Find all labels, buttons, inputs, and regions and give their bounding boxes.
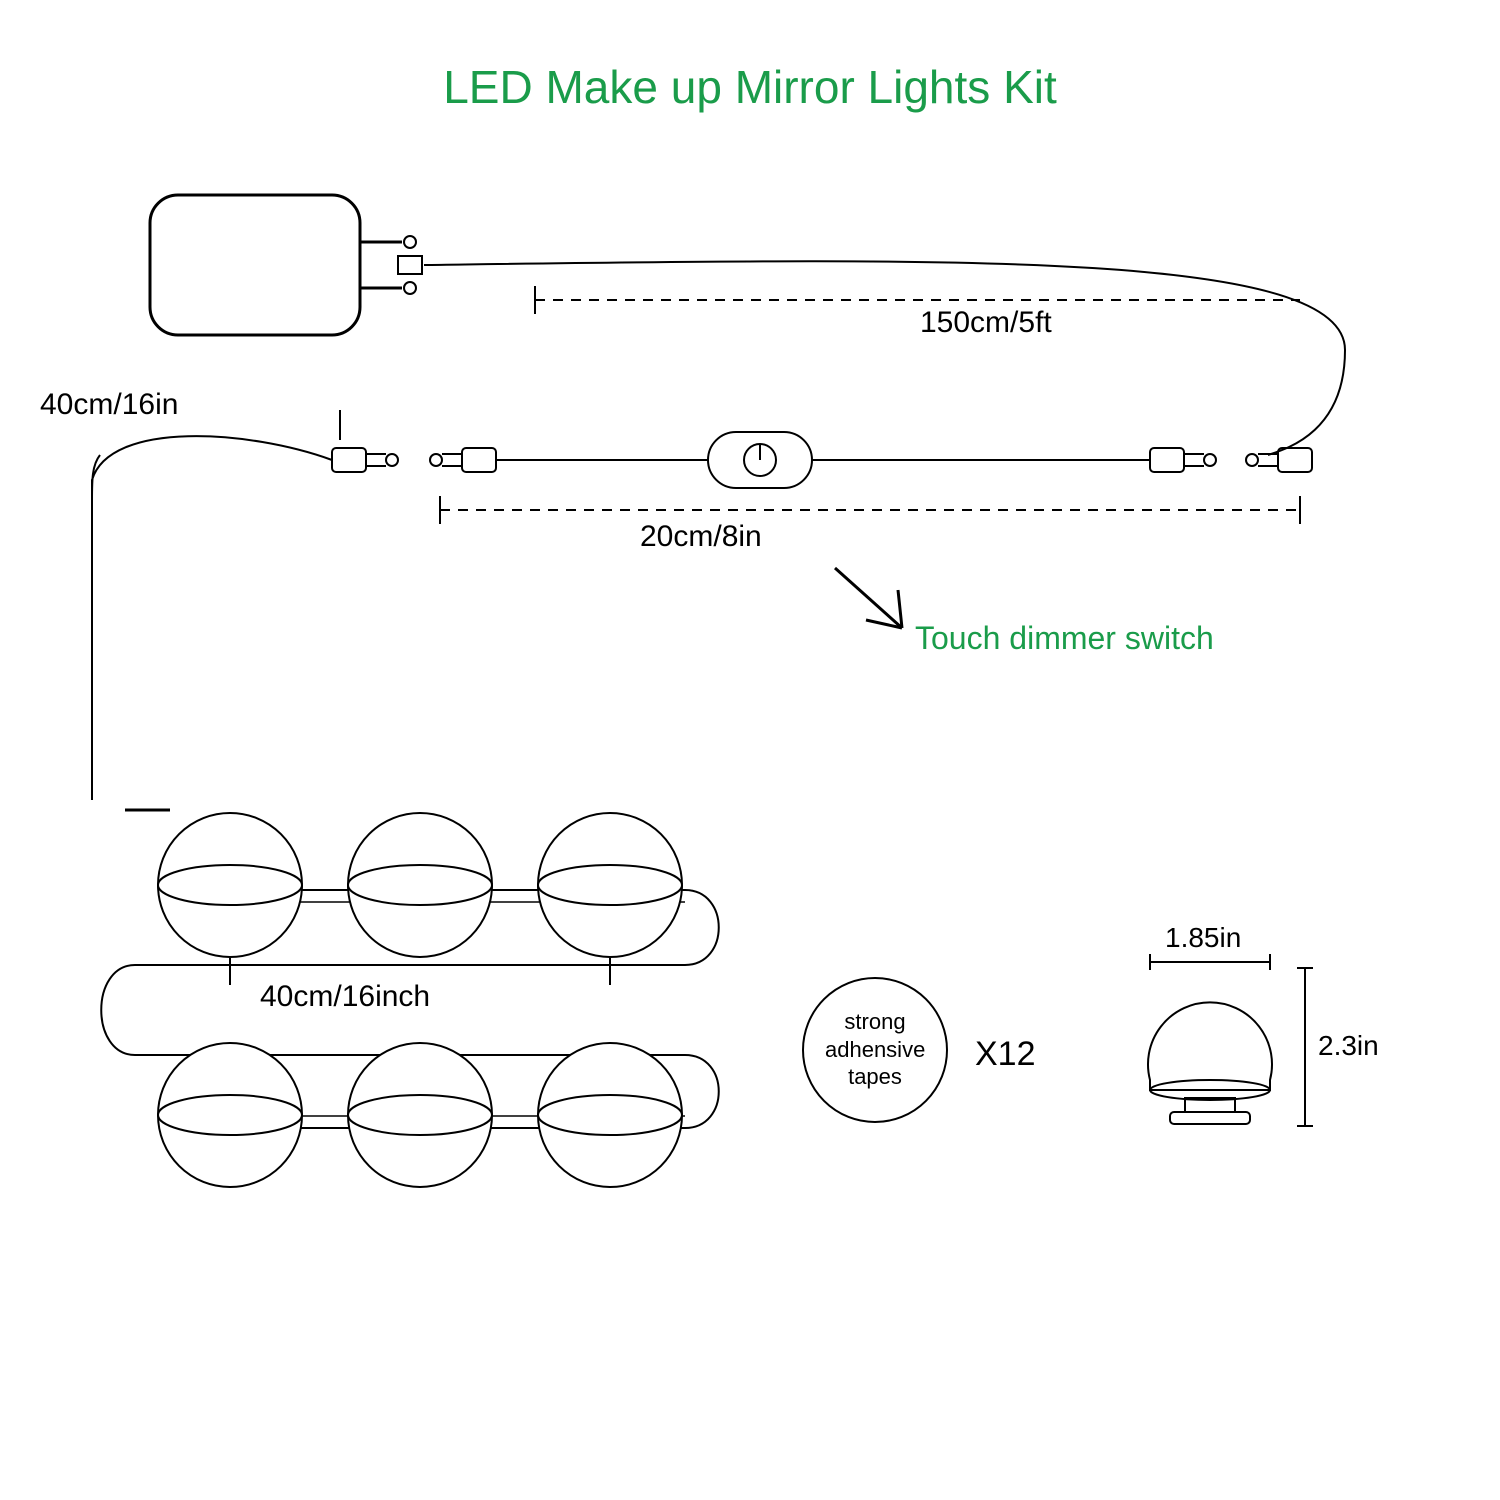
connector-left-out bbox=[332, 448, 398, 472]
connector-right-out bbox=[1150, 448, 1216, 472]
wiring-diagram bbox=[0, 0, 1500, 1500]
arrow-icon bbox=[835, 568, 902, 628]
bulb-row-1 bbox=[158, 813, 682, 957]
label-40cm-lead: 40cm/16in bbox=[40, 388, 178, 422]
tape-line2: adhensive bbox=[825, 1037, 925, 1062]
label-bulb-spacing: 40cm/16inch bbox=[260, 980, 430, 1014]
connector-left-in bbox=[430, 448, 496, 472]
label-bulb-width: 1.85in bbox=[1165, 922, 1241, 954]
label-tape: strong adhensive tapes bbox=[825, 1008, 925, 1091]
power-adapter bbox=[150, 195, 360, 335]
label-150cm: 150cm/5ft bbox=[920, 306, 1052, 340]
label-bulb-height: 2.3in bbox=[1318, 1030, 1379, 1062]
tape-line1: strong bbox=[844, 1009, 905, 1034]
dimmer-switch bbox=[708, 432, 812, 488]
bulb-row-2 bbox=[158, 1043, 682, 1187]
label-20cm: 20cm/8in bbox=[640, 520, 762, 554]
label-qty: X12 bbox=[975, 1035, 1036, 1074]
bulb-side-view bbox=[1148, 1002, 1272, 1124]
connector-right-in bbox=[1246, 448, 1312, 472]
cable-150cm bbox=[424, 261, 1345, 455]
diagram-canvas: LED Make up Mirror Lights Kit bbox=[0, 0, 1500, 1500]
tape-line3: tapes bbox=[848, 1064, 902, 1089]
cable-40cm-lead bbox=[92, 436, 332, 800]
label-dimmer: Touch dimmer switch bbox=[915, 620, 1214, 657]
